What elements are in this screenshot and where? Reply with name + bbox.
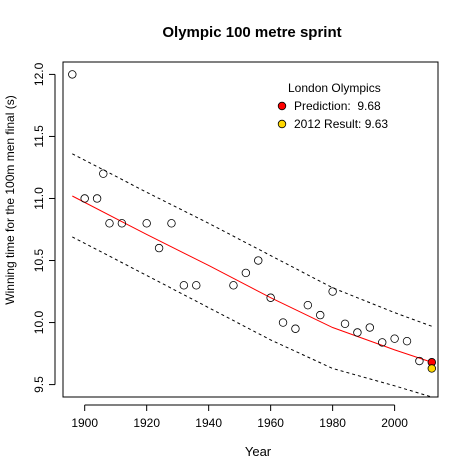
x-tick-label: 1980 <box>319 416 346 430</box>
y-tick-label: 9.5 <box>32 376 46 393</box>
regression-line <box>72 195 432 363</box>
data-point <box>266 293 275 302</box>
x-tick-label: 1960 <box>257 416 284 430</box>
y-tick-label: 10.0 <box>32 311 46 335</box>
data-point <box>99 169 108 178</box>
y-tick-label: 11.0 <box>32 187 46 210</box>
data-point <box>378 338 387 347</box>
data-point <box>316 310 325 320</box>
y-axis-label: Winning time for the 100m men final (s) <box>3 95 17 304</box>
axes: 1900 1920 1940 1960 1980 2000 9.5 10.0 10.5 11.0 1… <box>32 61 439 430</box>
data-point <box>92 194 102 203</box>
y-tick-label: 10.5 <box>32 249 46 273</box>
data-point <box>80 194 89 203</box>
legend-title: London Olympics <box>288 81 381 95</box>
y-tick-label: 12.0 <box>32 62 46 86</box>
confidence-band-line <box>72 236 432 398</box>
data-point <box>229 281 238 290</box>
data-point <box>402 336 412 346</box>
plot-frame <box>62 61 439 398</box>
chart-title: Olympic 100 metre sprint <box>162 24 341 41</box>
data-point <box>328 287 337 296</box>
plot-area <box>68 70 437 398</box>
data-point <box>365 323 375 332</box>
data-point <box>278 318 288 327</box>
legend-label-result: 2012 Result: 9.63 <box>294 117 388 131</box>
x-tick-label: 2000 <box>381 416 408 430</box>
data-point <box>179 281 189 290</box>
data-point <box>192 281 201 290</box>
confidence-band-line <box>72 153 432 327</box>
legend-marker-result <box>277 119 287 129</box>
data-point <box>390 334 399 343</box>
data-point <box>105 219 114 228</box>
x-tick-label: 1940 <box>195 416 222 430</box>
legend-label-prediction: Prediction: 9.68 <box>294 99 381 113</box>
data-point <box>254 256 263 265</box>
data-point <box>68 70 77 79</box>
data-point <box>353 328 362 337</box>
x-tick-label: 1920 <box>133 416 160 430</box>
data-point <box>415 356 424 366</box>
x-tick-label: 1900 <box>71 416 98 430</box>
data-point <box>291 324 300 333</box>
x-axis-label: Year <box>245 444 272 459</box>
data-point <box>117 219 127 228</box>
data-point <box>241 268 251 278</box>
y-tick-label: 11.5 <box>32 125 46 148</box>
data-point <box>340 319 350 328</box>
data-point <box>154 243 164 253</box>
legend: London Olympics Prediction: 9.68 2012 Re… <box>277 81 388 131</box>
data-point <box>142 219 151 228</box>
data-point <box>167 219 176 228</box>
result-point <box>427 364 437 373</box>
data-point <box>303 300 313 310</box>
legend-marker-prediction <box>277 101 287 111</box>
